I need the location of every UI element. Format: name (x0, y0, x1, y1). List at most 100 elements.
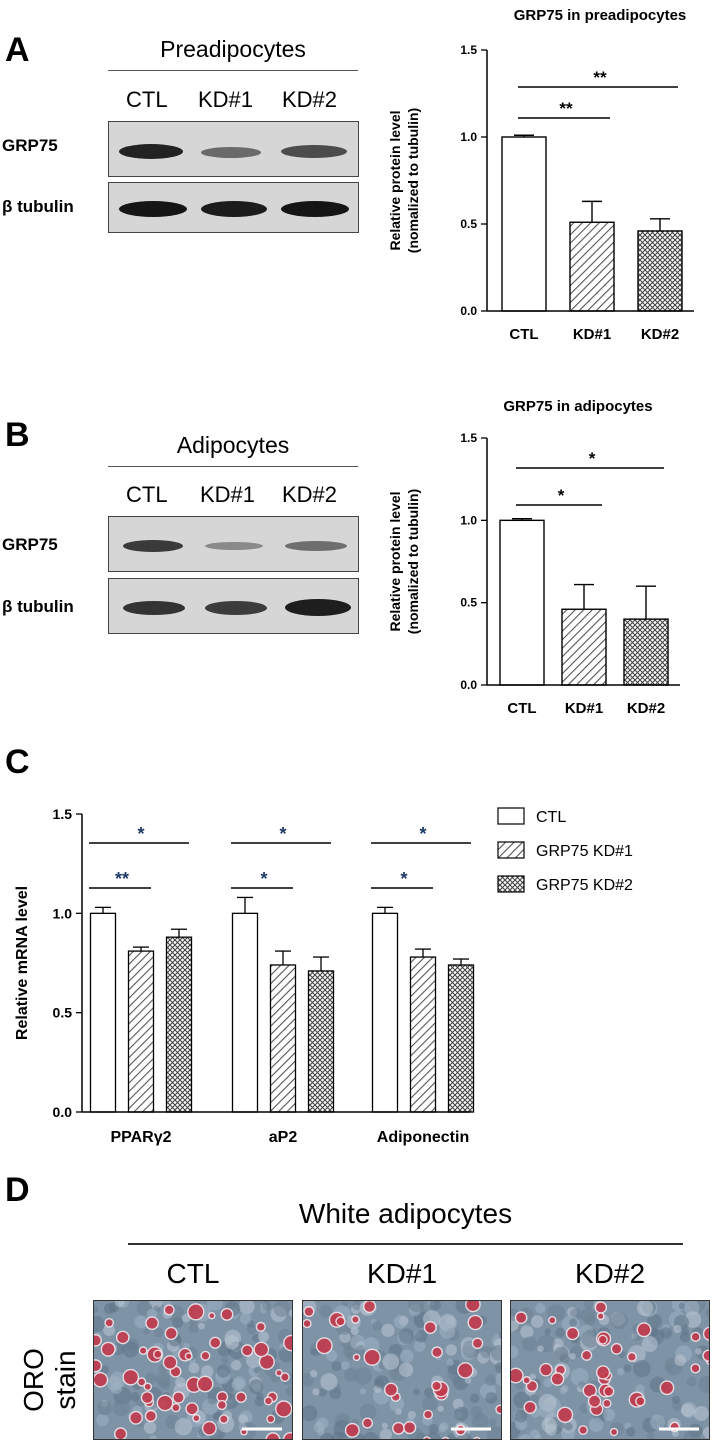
lipid-droplet (511, 1367, 524, 1384)
lipid-droplet (441, 1436, 450, 1439)
micrograph-texture (581, 1329, 600, 1348)
lipid-droplet (595, 1365, 611, 1380)
row-label-a-grp75: GRP75 (2, 136, 58, 155)
micrograph-texture (143, 1421, 157, 1434)
micrograph-texture (438, 1424, 447, 1433)
lipid-droplet (523, 1400, 537, 1414)
micrograph-texture (318, 1388, 328, 1397)
micrograph-texture (544, 1328, 551, 1335)
micrograph-texture (188, 1362, 200, 1374)
chart-b: GRP75 in adipocytes 0.0 0.5 1.0 1.5 Relative … (387, 398, 680, 717)
lipid-droplet (156, 1394, 174, 1412)
lipid-droplet (635, 1395, 646, 1407)
lipid-droplet (603, 1385, 615, 1398)
lipid-droplet (240, 1344, 254, 1357)
lipid-droplet (457, 1362, 474, 1379)
row-label-b-tubulin: β tubulin (2, 597, 74, 616)
micrograph-ctl (93, 1300, 293, 1440)
micrograph-texture (583, 1301, 594, 1310)
lipid-droplet (522, 1376, 531, 1385)
micrograph-texture (372, 1320, 383, 1331)
lipid-droplet (626, 1351, 637, 1362)
micrograph-texture (580, 1307, 596, 1323)
micrograph-texture (320, 1373, 338, 1391)
micrograph-texture (665, 1364, 673, 1372)
micrograph-texture (146, 1308, 158, 1320)
micrograph-texture (359, 1403, 377, 1421)
blot-title-a: Preadipocytes (160, 36, 306, 62)
lipid-droplet (431, 1380, 442, 1392)
lipid-droplet (187, 1303, 205, 1321)
micrograph-texture (646, 1432, 655, 1439)
significance-star: * (558, 486, 565, 505)
band-b-tubulin-ctl (123, 601, 185, 615)
lipid-droplet (208, 1311, 216, 1320)
blot-strip-a-grp75 (108, 121, 359, 177)
micrograph-texture (520, 1325, 534, 1339)
y-axis-label-line1: Relative protein level (387, 491, 403, 631)
blot-title-b: Adipocytes (176, 432, 290, 458)
chart-title: GRP75 in preadipocytes (514, 7, 687, 24)
band-b-tubulin-kd2 (285, 599, 351, 616)
panel-letter-c: C (5, 743, 30, 781)
micrograph-texture (408, 1301, 425, 1312)
band-b-grp75-ctl (123, 540, 183, 552)
micrograph-texture (678, 1302, 686, 1310)
micrograph-texture (679, 1332, 691, 1343)
x-tick-label: Adiponectin (377, 1129, 469, 1146)
micrograph-texture (288, 1309, 292, 1317)
significance-star: ** (593, 68, 607, 87)
micrograph-texture (103, 1302, 116, 1315)
lipid-droplet (597, 1334, 608, 1345)
micrograph-texture (238, 1301, 255, 1315)
lipid-droplet (702, 1326, 709, 1341)
lipid-droplet (283, 1334, 292, 1352)
significance-star: * (260, 869, 267, 889)
micrograph-texture (198, 1322, 205, 1330)
lipid-droplet (164, 1326, 178, 1341)
lipid-droplet (514, 1311, 528, 1325)
micrograph-kd2 (510, 1300, 710, 1440)
micrograph-texture (393, 1315, 408, 1329)
lane-label-a-kd1: KD#1 (198, 87, 254, 112)
lipid-droplet (144, 1409, 158, 1423)
blot-strip-a-tubulin (108, 182, 359, 233)
micrograph-texture (698, 1375, 709, 1393)
lipid-droplet (550, 1372, 565, 1386)
lipid-droplet (253, 1341, 270, 1358)
micrograph-texture (344, 1368, 358, 1383)
lipid-droplet (216, 1399, 228, 1411)
bar (371, 912, 399, 1113)
significance-star: * (400, 869, 407, 889)
micrograph-texture (484, 1374, 496, 1386)
lipid-droplet (104, 1318, 115, 1328)
lipid-droplet (200, 1350, 211, 1361)
band-a-grp75-kd1 (201, 147, 261, 158)
lipid-droplet (467, 1314, 484, 1331)
micrograph-texture (480, 1345, 493, 1359)
micrograph-texture (414, 1330, 428, 1343)
bar (89, 912, 117, 1113)
lipid-droplet (465, 1301, 481, 1313)
micrograph-texture (381, 1323, 395, 1337)
x-tick-label: PPARγ2 (110, 1129, 171, 1146)
micrograph-texture (559, 1387, 567, 1395)
micrograph-texture (303, 1405, 318, 1422)
blot-title-underline-a (108, 70, 358, 71)
micrograph-texture (660, 1327, 673, 1339)
bar (269, 964, 297, 1113)
micrograph-texture (143, 1328, 150, 1335)
panel-letter-d: D (5, 1171, 30, 1209)
significance-star: ** (559, 99, 573, 118)
y-tick-label: 0.0 (460, 304, 477, 318)
lipid-droplet (383, 1382, 399, 1397)
micrograph-texture (231, 1378, 245, 1392)
micrograph-texture (114, 1301, 125, 1308)
micrograph-texture (174, 1418, 193, 1436)
lipid-droplet (659, 1380, 675, 1396)
x-tick-label: KD#2 (641, 326, 679, 343)
micrograph-texture (155, 1372, 171, 1387)
micrograph-texture (309, 1370, 318, 1378)
bar (409, 956, 437, 1113)
lipid-droplet (495, 1404, 501, 1415)
